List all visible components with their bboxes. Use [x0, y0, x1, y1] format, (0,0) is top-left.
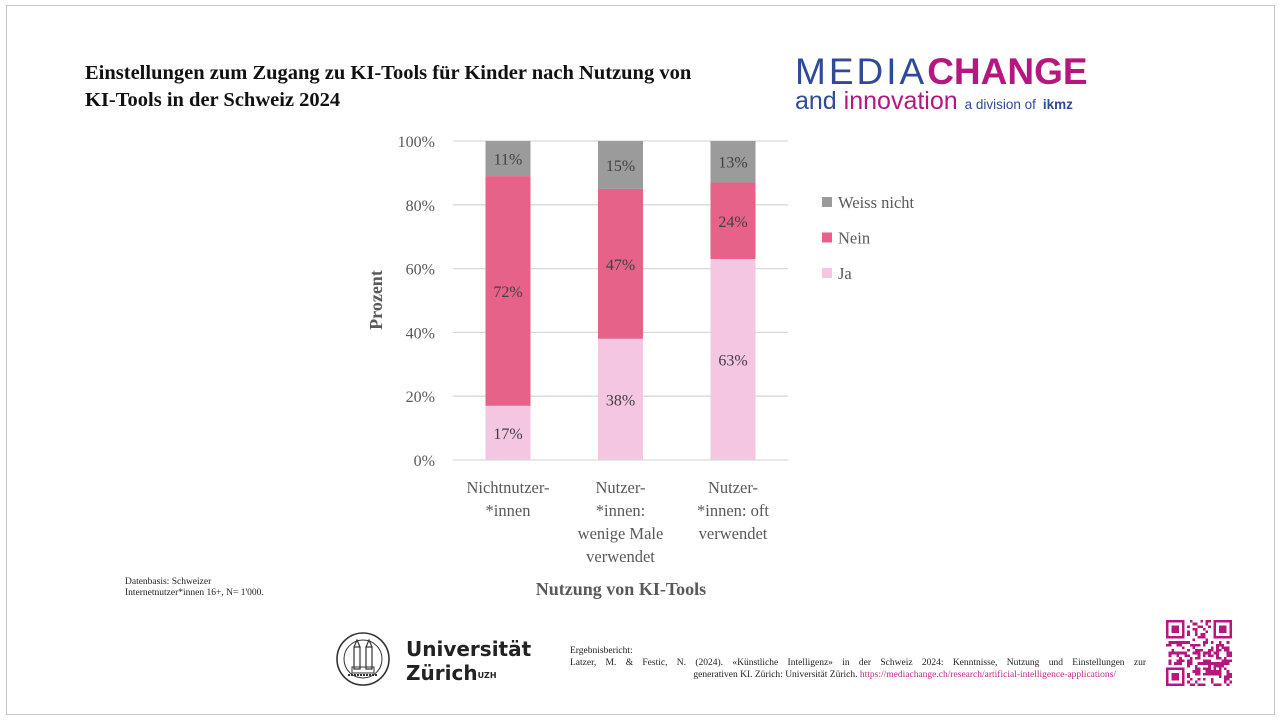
source-note-line1: Datenbasis: Schweizer — [125, 577, 212, 587]
y-tick-label: 80% — [406, 198, 435, 215]
uzh-name-line1: Universität — [406, 637, 532, 661]
x-tick-label: *innen: — [596, 501, 646, 520]
bar-segment-nein — [598, 188, 643, 339]
x-tick-label: wenige Male — [578, 524, 664, 543]
data-labels: 17% 72% 11% 38% 47% 15% 63% 24% 13% — [493, 152, 747, 443]
legend-swatch-nein — [822, 232, 832, 243]
qr-code-icon[interactable] — [1166, 620, 1232, 686]
x-tick-labels: Nichtnutzer- *innen Nutzer- *innen: wenige M… — [466, 478, 769, 566]
x-tick-label: *innen — [486, 501, 531, 520]
data-label: 38% — [606, 392, 635, 409]
citation-label: Ergebnisbericht: — [570, 646, 633, 656]
uzh-sup: UZH — [477, 671, 497, 680]
citation-url-link[interactable]: https://mediachange.ch/research/artifici… — [859, 670, 1116, 680]
data-label: 24% — [718, 214, 747, 231]
bars — [485, 141, 756, 460]
logo-change: CHANGE — [927, 51, 1088, 92]
y-tick-label: 60% — [406, 262, 435, 279]
bar-segment-weiss-nicht — [598, 141, 643, 189]
data-label: 13% — [718, 155, 747, 172]
bar-segment-nein — [485, 176, 531, 406]
y-axis-label: Prozent — [366, 270, 386, 330]
page-title: Einstellungen zum Zugang zu KI-Tools für… — [85, 62, 692, 111]
bar-segment-weiss-nicht — [485, 141, 531, 177]
x-tick-label: verwendet — [586, 547, 655, 566]
x-tick-label: verwendet — [699, 524, 768, 543]
legend-label: Weiss nicht — [838, 193, 915, 212]
y-tick-label: 100% — [398, 134, 435, 151]
y-tick-labels: 0% 20% 40% 60% 80% 100% — [398, 134, 435, 470]
y-tick-label: 0% — [414, 453, 435, 470]
x-tick-label: Nichtnutzer- — [466, 478, 549, 497]
uzh-seal-icon — [336, 632, 390, 686]
uzh-logo: Universität ZürichUZH — [334, 631, 534, 687]
data-label: 47% — [606, 257, 635, 274]
citation: Ergebnisbericht: Latzer, M. & Festic, N.… — [570, 645, 1146, 681]
x-axis-label: Nutzung von KI-Tools — [536, 579, 706, 599]
logo-division: a division of — [964, 97, 1036, 112]
legend-swatch-weiss-nicht — [822, 197, 832, 207]
bar-segment-nein — [710, 182, 756, 260]
data-label: 15% — [606, 158, 635, 175]
data-label: 11% — [494, 152, 523, 169]
bar-segment-ja — [598, 338, 643, 460]
data-label: 17% — [493, 426, 522, 443]
bar-segment-weiss-nicht — [710, 141, 756, 183]
legend-label: Ja — [838, 264, 852, 283]
citation-line2: Latzer, M. & Festic, N. (2024). «Künstli… — [570, 658, 1146, 668]
data-label: 63% — [718, 353, 747, 370]
legend: Weiss nicht Nein Ja — [822, 193, 915, 283]
logo-and: and — [795, 87, 837, 115]
x-tick-label: Nutzer- — [708, 478, 758, 497]
y-tick-label: 40% — [406, 325, 435, 342]
data-label: 72% — [493, 284, 522, 301]
logo-ikmz: ikmz — [1042, 97, 1073, 112]
bar-segment-ja — [710, 259, 756, 460]
x-tick-label: Nutzer- — [595, 478, 645, 497]
bar-segment-ja — [485, 405, 531, 460]
citation-line3: generativen KI. Zürich: Universität Züri… — [693, 670, 858, 680]
legend-label: Nein — [838, 229, 870, 248]
logo-innovation: innovation — [843, 87, 958, 115]
uzh-name: Universität ZürichUZH — [406, 637, 531, 685]
uzh-name-line2: Zürich — [406, 661, 478, 685]
mediachange-logo: MEDIACHANGE and innovation a division of… — [795, 52, 1135, 122]
source-note: Datenbasis: Schweizer Internetnutzer*inn… — [125, 577, 264, 599]
y-tick-label: 20% — [406, 389, 435, 406]
logo-media: MEDIA — [795, 51, 928, 92]
x-tick-label: *innen: oft — [697, 501, 769, 520]
legend-swatch-ja — [822, 268, 832, 278]
source-note-line2: Internetnutzer*innen 16+, N= 1'000. — [125, 588, 264, 598]
